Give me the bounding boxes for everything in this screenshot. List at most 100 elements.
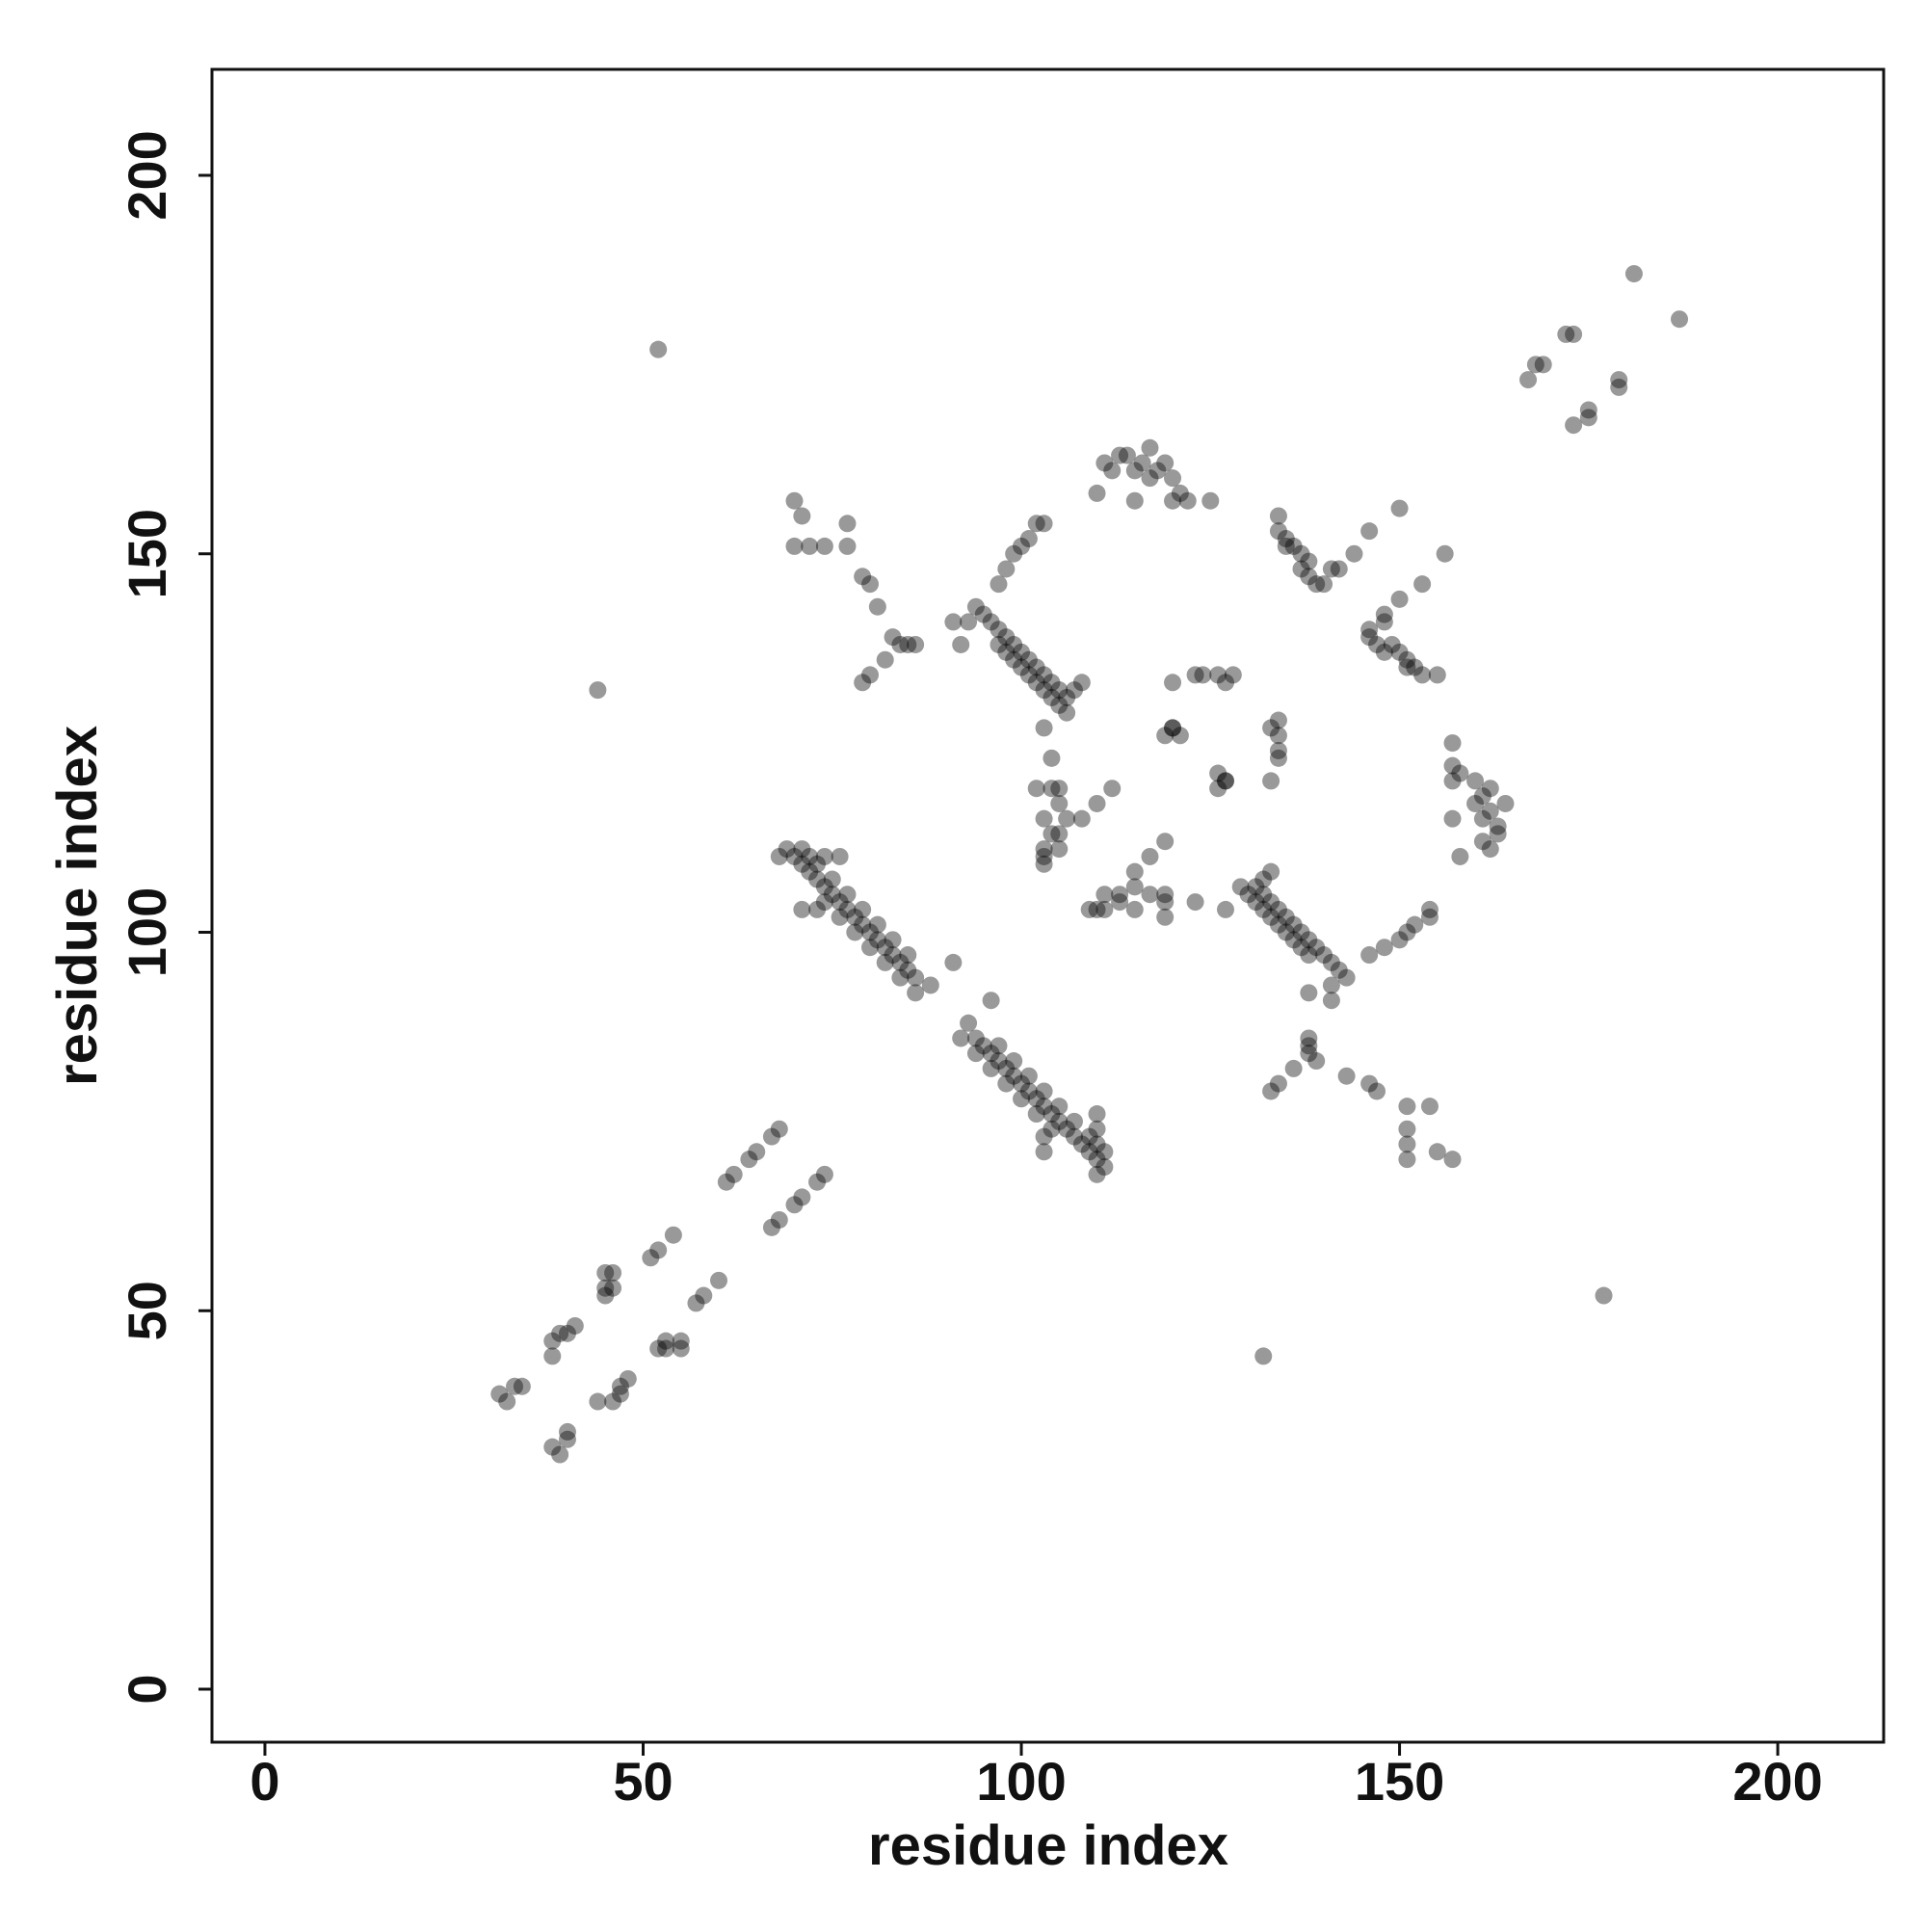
point [1360,946,1379,965]
point [1473,787,1491,806]
point [891,968,910,987]
point [770,847,788,865]
point [1088,1135,1106,1153]
y-tick-label: 150 [117,509,177,598]
point [1072,809,1091,828]
point [1292,544,1310,563]
point [551,1324,569,1342]
point [891,635,910,653]
point [1186,893,1204,912]
point [831,908,849,926]
point [952,1029,970,1047]
point [1337,1067,1356,1085]
point [1284,915,1303,934]
point [1473,833,1491,851]
point [793,840,811,859]
point [801,862,819,881]
point [921,976,939,994]
point [1164,469,1182,488]
point [543,1438,562,1456]
point [846,908,864,926]
point [1019,1067,1038,1085]
point [762,1127,780,1146]
point [1262,1082,1280,1100]
point [543,1347,562,1365]
point [611,1377,629,1395]
point [1360,628,1379,647]
point [1065,1112,1083,1130]
point [1307,575,1326,594]
point [1398,650,1416,669]
point [1095,886,1114,904]
point [762,1218,780,1236]
point [778,840,796,859]
point [1269,915,1287,934]
point [1111,886,1129,904]
point [1269,900,1287,918]
point [1216,674,1234,692]
point [770,1210,788,1229]
point [1080,1127,1098,1146]
point [709,1271,727,1289]
point [1013,643,1031,661]
point [982,1045,1000,1063]
point [838,886,857,904]
point [1194,666,1212,684]
point [1058,703,1076,722]
point [1027,780,1045,798]
point [1390,931,1409,949]
point [1118,446,1136,464]
point [1420,900,1439,918]
point [1300,946,1318,965]
point [1133,454,1151,472]
x-tick-label: 150 [1355,1751,1444,1812]
point [657,1332,675,1350]
point [1043,674,1061,692]
point [498,1392,516,1411]
point [1005,1052,1023,1071]
point [1027,674,1045,692]
point [1209,780,1227,798]
point [740,1151,758,1169]
point [1164,674,1182,692]
point [1398,1151,1416,1169]
point [1481,780,1499,798]
point [611,1385,629,1403]
point [876,650,894,669]
point [1443,756,1462,775]
point [1209,666,1227,684]
point [1035,1127,1053,1146]
point [1269,741,1287,759]
point [1088,484,1106,502]
point [1398,658,1416,676]
point [589,1392,607,1411]
point [861,666,880,684]
point [1088,1165,1106,1183]
point [815,847,833,865]
point [891,953,910,971]
point [1058,1120,1076,1138]
point [861,575,880,594]
point [823,870,841,888]
point [1164,491,1182,510]
point [793,1188,811,1206]
point [1043,1105,1061,1124]
point [876,953,894,971]
point [868,597,886,616]
point [997,628,1016,647]
point [1095,454,1114,472]
point [1466,794,1485,812]
point [1005,1067,1023,1085]
point [868,915,886,934]
point [1322,560,1340,578]
point [1390,590,1409,608]
point [1035,809,1053,828]
point [1300,1029,1318,1047]
point [1466,772,1485,790]
point [1300,568,1318,586]
point [1005,635,1023,653]
point [1088,794,1106,812]
point [1035,719,1053,737]
point [966,1045,985,1063]
point [884,946,902,965]
